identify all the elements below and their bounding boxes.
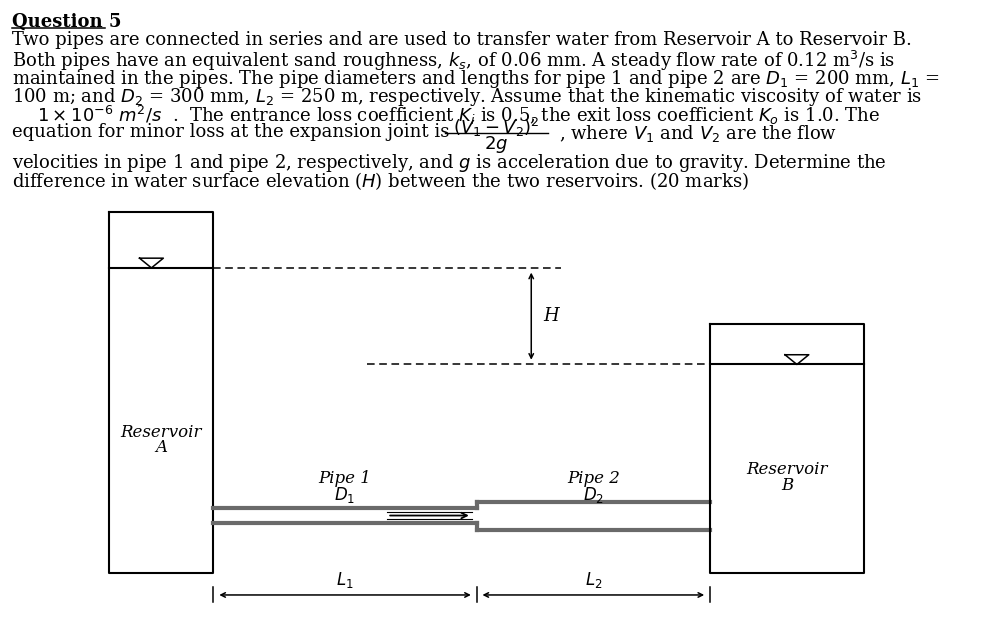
Text: $L_2$: $L_2$ bbox=[585, 570, 602, 590]
Text: Two pipes are connected in series and are used to transfer water from Reservoir : Two pipes are connected in series and ar… bbox=[12, 31, 912, 49]
Text: difference in water surface elevation ($H$) between the two reservoirs. (20 mark: difference in water surface elevation ($… bbox=[12, 171, 749, 193]
Text: Pipe 2: Pipe 2 bbox=[567, 470, 620, 487]
Text: Both pipes have an equivalent sand roughness, $k_s$, of 0.06 mm. A steady flow r: Both pipes have an equivalent sand rough… bbox=[12, 49, 895, 74]
Text: velocities in pipe 1 and pipe 2, respectively, and $g$ is acceleration due to gr: velocities in pipe 1 and pipe 2, respect… bbox=[12, 152, 887, 174]
Text: $2g$: $2g$ bbox=[485, 134, 508, 155]
Text: maintained in the pipes. The pipe diameters and lengths for pipe 1 and pipe 2 ar: maintained in the pipes. The pipe diamet… bbox=[12, 68, 939, 90]
Text: B: B bbox=[780, 477, 793, 493]
Text: equation for minor loss at the expansion joint is: equation for minor loss at the expansion… bbox=[12, 123, 449, 141]
Text: A: A bbox=[155, 439, 168, 456]
Text: 100 m; and $D_2$ = 300 mm, $L_2$ = 250 m, respectively. Assume that the kinemati: 100 m; and $D_2$ = 300 mm, $L_2$ = 250 m… bbox=[12, 86, 922, 108]
Text: Question 5: Question 5 bbox=[12, 12, 121, 31]
Text: H: H bbox=[543, 307, 559, 325]
Text: $(V_1-V_2)^2$: $(V_1-V_2)^2$ bbox=[453, 117, 540, 140]
Text: $D_1$: $D_1$ bbox=[335, 485, 355, 505]
Text: Reservoir: Reservoir bbox=[120, 424, 203, 440]
Text: , where $V_1$ and $V_2$ are the flow: , where $V_1$ and $V_2$ are the flow bbox=[559, 123, 837, 144]
Text: $1\times10^{-6}$ $m^2/s$  .  The entrance loss coefficient $K_i$ is 0.5, the exi: $1\times10^{-6}$ $m^2/s$ . The entrance … bbox=[37, 104, 880, 128]
Text: $D_2$: $D_2$ bbox=[583, 485, 604, 505]
Text: Pipe 1: Pipe 1 bbox=[319, 470, 371, 487]
Text: Reservoir: Reservoir bbox=[746, 461, 828, 478]
Text: $L_1$: $L_1$ bbox=[337, 570, 354, 590]
